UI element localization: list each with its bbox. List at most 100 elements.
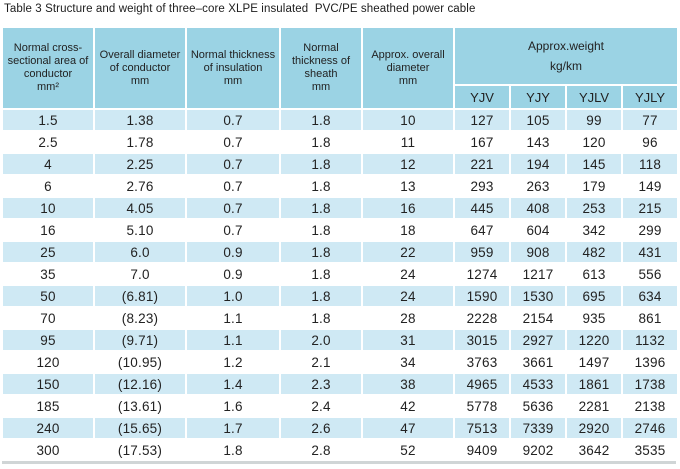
table-cell: 6 <box>3 176 93 196</box>
table-cell: 1.8 <box>281 264 361 284</box>
table-cell: 18 <box>363 220 453 240</box>
table-cell: 4965 <box>455 374 509 394</box>
table-header: Normal cross-sectional area of conductor… <box>3 28 677 108</box>
table-cell: 42 <box>363 396 453 416</box>
table-cell: 2.8 <box>281 440 361 460</box>
table-cell: 185 <box>3 396 93 416</box>
table-cell: 556 <box>623 264 677 284</box>
table-cell: 143 <box>511 132 565 152</box>
table-cell: 25 <box>3 242 93 262</box>
table-cell: (13.61) <box>95 396 185 416</box>
column-label: Overall diameter of conductor <box>99 48 181 74</box>
table-row: 95 (9.71) 1.1 2.0 31 3015 2927 1220 1132 <box>3 330 677 350</box>
table-cell: 105 <box>511 110 565 130</box>
table-cell: 10 <box>363 110 453 130</box>
table-cell: 1.4 <box>187 374 279 394</box>
table-cell: 150 <box>3 374 93 394</box>
table-cell: 2.1 <box>281 352 361 372</box>
table-cell: 1.1 <box>187 308 279 328</box>
table-row: 50 (6.81) 1.0 1.8 24 1590 1530 695 634 <box>3 286 677 306</box>
column-label: Approx. overall diameter <box>371 48 445 74</box>
column-header-approx-weight: Approx.weight kg/km <box>455 28 677 84</box>
table-cell: 445 <box>455 198 509 218</box>
table-cell: 0.7 <box>187 110 279 130</box>
table-cell: 1.8 <box>281 154 361 174</box>
table-cell: 31 <box>363 330 453 350</box>
table-cell: 1.1 <box>187 330 279 350</box>
table-cell: 604 <box>511 220 565 240</box>
table-row: 25 6.0 0.9 1.8 22 959 908 482 431 <box>3 242 677 262</box>
table-cell: 2920 <box>567 418 621 438</box>
table-cell: 1.8 <box>281 286 361 306</box>
table-cell: (6.81) <box>95 286 185 306</box>
table-cell: 613 <box>567 264 621 284</box>
column-unit: mm <box>311 81 331 93</box>
table-cell: 2154 <box>511 308 565 328</box>
table-cell: 38 <box>363 374 453 394</box>
column-header-sheath-thickness: Normal thickness of sheath mm <box>281 28 361 108</box>
column-header-insulation-thickness: Normal thickness of insulation mm <box>187 28 279 108</box>
header-row-main: Normal cross-sectional area of conductor… <box>3 28 677 108</box>
table-cell: (17.53) <box>95 440 185 460</box>
table-row: 70 (8.23) 1.1 1.8 28 2228 2154 935 861 <box>3 308 677 328</box>
table-cell: 11 <box>363 132 453 152</box>
table-row: 35 7.0 0.9 1.8 24 1274 1217 613 556 <box>3 264 677 284</box>
table-cell: 149 <box>623 176 677 196</box>
column-header-conductor-diameter: Overall diameter of conductor mm <box>95 28 185 108</box>
table-row: 6 2.76 0.7 1.8 13 293 263 179 149 <box>3 176 677 196</box>
table-row: 4 2.25 0.7 1.8 12 221 194 145 118 <box>3 154 677 174</box>
table-cell: 1497 <box>567 352 621 372</box>
table-cell: 16 <box>3 220 93 240</box>
table-cell: 0.7 <box>187 198 279 218</box>
table-cell: 1.8 <box>281 308 361 328</box>
table-cell: 408 <box>511 198 565 218</box>
table-cell: 1738 <box>623 374 677 394</box>
table-cell: 4 <box>3 154 93 174</box>
table-cell: 3661 <box>511 352 565 372</box>
table-cell: 7513 <box>455 418 509 438</box>
table-cell: 221 <box>455 154 509 174</box>
table-cell: 3763 <box>455 352 509 372</box>
table-cell: 120 <box>567 132 621 152</box>
column-header-cross-section: Normal cross-sectional area of conductor… <box>3 28 93 108</box>
table-cell: 24 <box>363 264 453 284</box>
table-cell: 1.8 <box>281 176 361 196</box>
table-cell: 0.9 <box>187 264 279 284</box>
table-cell: 2.5 <box>3 132 93 152</box>
table-cell: 861 <box>623 308 677 328</box>
table-cell: 194 <box>511 154 565 174</box>
table-row: 2.5 1.78 0.7 1.8 11 167 143 120 96 <box>3 132 677 152</box>
table-cell: 9409 <box>455 440 509 460</box>
column-label: Approx.weight <box>527 38 605 53</box>
table-cell: 647 <box>455 220 509 240</box>
column-label: Normal cross-sectional area of conductor <box>7 42 89 80</box>
table-cell: 4.05 <box>95 198 185 218</box>
table-cell: 1.8 <box>281 110 361 130</box>
table-cell: 179 <box>567 176 621 196</box>
table-row: 300 (17.53) 1.8 2.8 52 9409 9202 3642 3535 <box>3 440 677 460</box>
table-cell: (12.16) <box>95 374 185 394</box>
table-cell: 50 <box>3 286 93 306</box>
table-row: 120 (10.95) 1.2 2.1 34 3763 3661 1497 1396 <box>3 352 677 372</box>
table-cell: 2.0 <box>281 330 361 350</box>
table-cell: 2281 <box>567 396 621 416</box>
column-unit: mm <box>223 74 243 87</box>
table-cell: 2.6 <box>281 418 361 438</box>
table-cell: 482 <box>567 242 621 262</box>
table-cell: 634 <box>623 286 677 306</box>
table-cell: 77 <box>623 110 677 130</box>
table-cell: 5778 <box>455 396 509 416</box>
column-unit: mm <box>130 74 150 87</box>
table-cell: 0.7 <box>187 132 279 152</box>
table-cell: 253 <box>567 198 621 218</box>
table-cell: 12 <box>363 154 453 174</box>
table-cell: 99 <box>567 110 621 130</box>
table-cell: 2.76 <box>95 176 185 196</box>
table-cell: 0.9 <box>187 242 279 262</box>
table-cell: 2746 <box>623 418 677 438</box>
table-cell: 16 <box>363 198 453 218</box>
table-cell: 2.3 <box>281 374 361 394</box>
table-cell: 95 <box>3 330 93 350</box>
table-cell: 240 <box>3 418 93 438</box>
table-cell: 1217 <box>511 264 565 284</box>
